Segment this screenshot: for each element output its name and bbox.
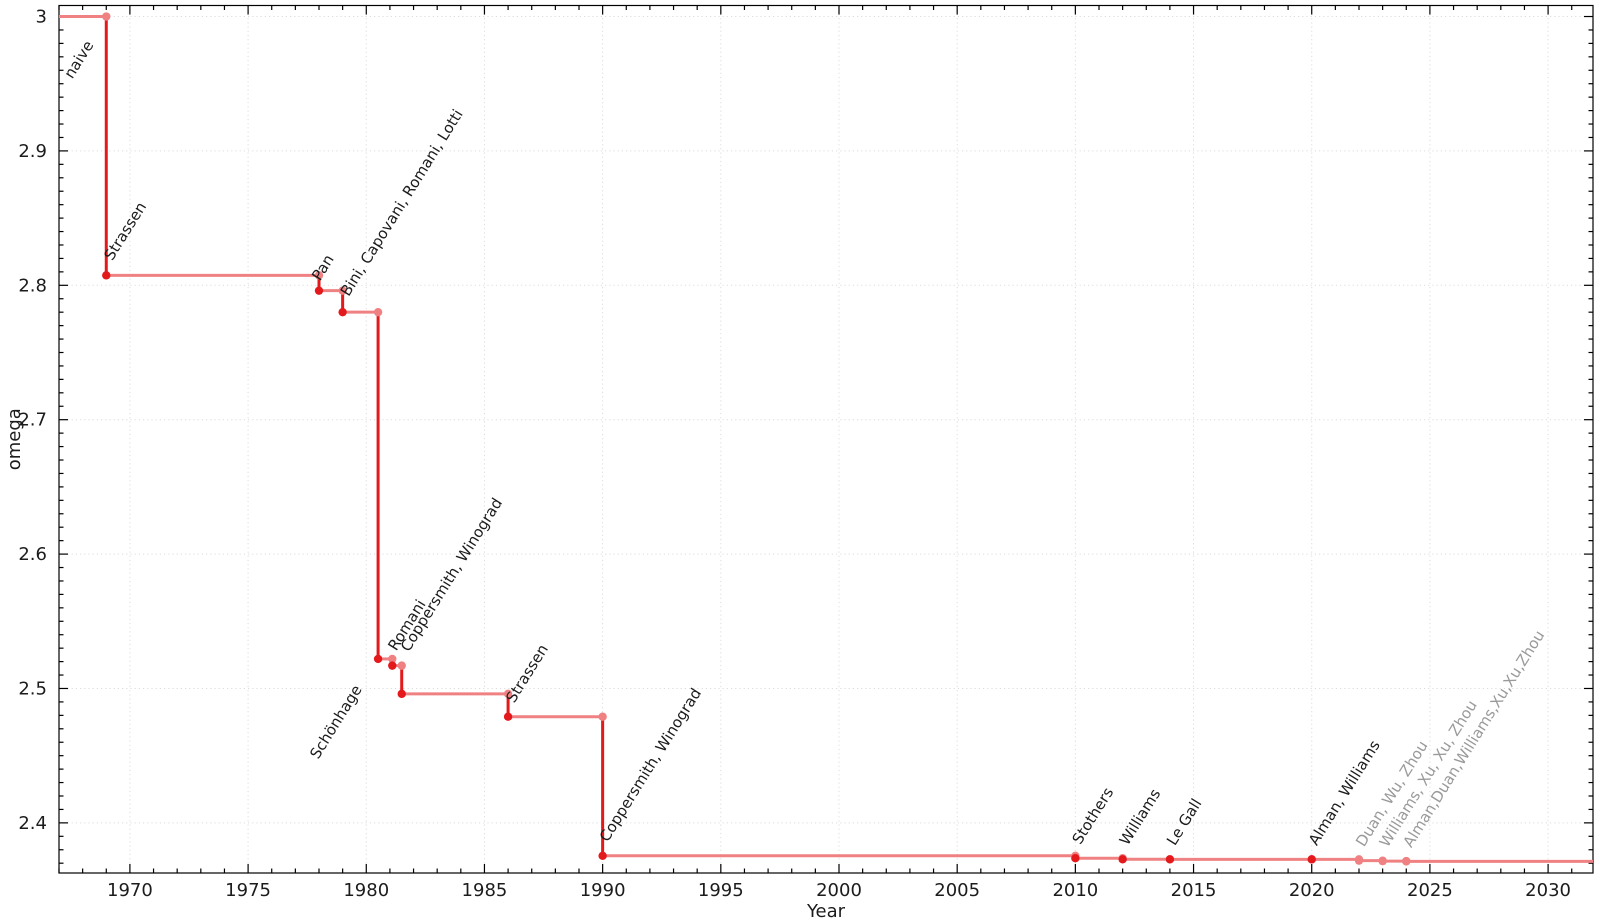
data-point (598, 851, 607, 860)
x-axis-title: Year (806, 901, 846, 920)
data-point (1354, 856, 1364, 865)
x-tick-label: 1980 (343, 880, 389, 901)
corner-point (397, 661, 406, 670)
data-point (373, 654, 383, 664)
annotation-label: Coppersmith, Winograd (596, 685, 705, 845)
data-point (1378, 856, 1387, 866)
annotation-label: Bini, Capovani, Romani, Lotti (337, 106, 467, 299)
annotation-label: Alman,Duan,Williams,Xu,Xu,Zhou (1399, 627, 1548, 850)
x-tick-label: 2010 (1052, 880, 1098, 901)
data-point (503, 712, 513, 721)
data-point (314, 286, 324, 295)
x-tick-label: 2015 (1171, 880, 1217, 901)
x-tick-label: 1975 (225, 880, 271, 901)
data-point (1071, 854, 1080, 863)
annotation-label: Schönhage (306, 682, 365, 762)
annotation-label: Le Gall (1163, 795, 1205, 848)
x-tick-label: 1970 (107, 880, 153, 901)
annotation-label: Coppersmith, Winograd (397, 495, 506, 655)
data-point (1307, 855, 1316, 864)
y-tick-label: 2.4 (18, 813, 47, 834)
corner-point (338, 286, 347, 295)
corner-point (598, 712, 607, 721)
annotation-label: Williams (1116, 785, 1165, 848)
y-axis-title: omega (4, 408, 25, 470)
data-point (1402, 857, 1411, 866)
data-point (1165, 855, 1175, 864)
data-point (1118, 855, 1127, 864)
x-tick-label: 2025 (1407, 880, 1453, 901)
data-point (102, 271, 111, 280)
x-tick-label: 1990 (580, 880, 626, 901)
x-tick-label: 1995 (698, 880, 744, 901)
data-point (338, 307, 347, 317)
y-tick-label: 2.5 (18, 678, 47, 699)
x-tick-label: 2000 (816, 880, 862, 901)
corner-point (503, 689, 513, 699)
y-tick-label: 2.8 (18, 275, 47, 296)
annotation-label: Strassen (100, 199, 150, 264)
annotation-label: naive (60, 37, 97, 81)
annotation-label: Stothers (1068, 784, 1117, 847)
corner-point (102, 12, 111, 21)
x-tick-label: 1985 (462, 880, 508, 901)
corner-point (373, 307, 383, 317)
y-tick-label: 2.6 (18, 544, 47, 565)
x-tick-label: 2030 (1525, 880, 1571, 901)
y-tick-label: 2.7 (18, 410, 47, 431)
corner-point (314, 271, 324, 280)
x-tick-label: 2005 (934, 880, 980, 901)
y-tick-label: 2.9 (18, 141, 47, 162)
y-tick-label: 3 (36, 7, 47, 28)
plot-frame (58, 4, 1594, 874)
annotation-label: Pan (308, 251, 338, 284)
x-tick-label: 2020 (1289, 880, 1335, 901)
data-point (397, 689, 406, 699)
corner-point (388, 654, 397, 664)
data-point (388, 661, 397, 670)
annotation-label: Strassen (502, 641, 552, 706)
